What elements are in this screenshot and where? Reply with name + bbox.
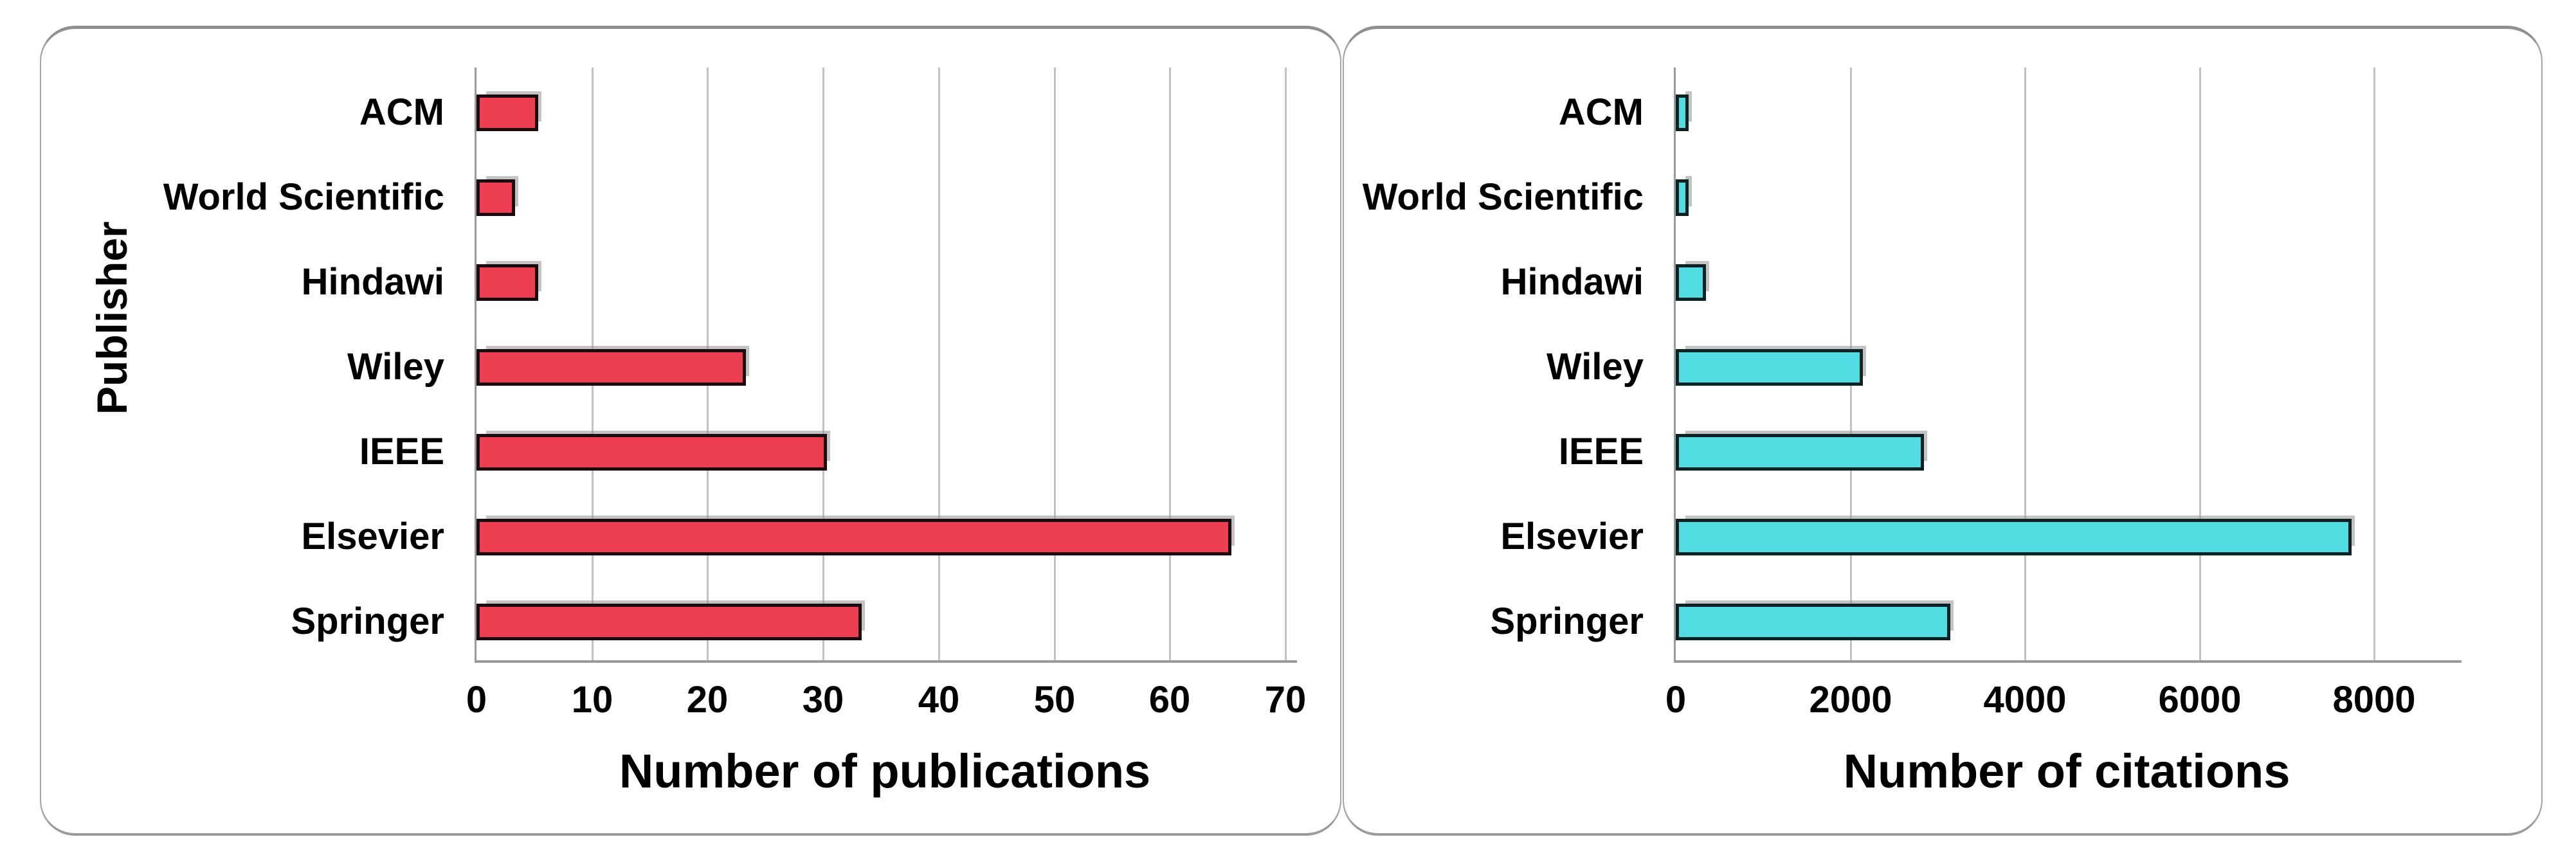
category-label-wiley: Wiley bbox=[347, 346, 444, 388]
category-label-wiley: Wiley bbox=[1547, 346, 1644, 388]
x-axis-title-publications: Number of publications bbox=[619, 744, 1151, 798]
publications-chart-panel: Publisher 0 10 20 30 40 50 60 70 ACM World Scient… bbox=[40, 26, 1341, 836]
category-label-world-scientific: World Scientific bbox=[1362, 176, 1644, 218]
category-label-hindawi: Hindawi bbox=[1500, 261, 1644, 303]
x-tick-label-10: 10 bbox=[571, 679, 613, 721]
bar-springer bbox=[476, 604, 862, 640]
x-tick-label-70: 70 bbox=[1264, 679, 1307, 721]
plot-area-publications: 0 10 20 30 40 50 60 70 ACM World Scientific Hindaw… bbox=[163, 68, 1306, 721]
category-label-hindawi: Hindawi bbox=[301, 261, 444, 303]
bar-acm bbox=[1676, 94, 1689, 131]
x-tick-label-0: 0 bbox=[1665, 679, 1687, 721]
bar-hindawi bbox=[476, 264, 538, 301]
bar-springer bbox=[1676, 604, 1950, 640]
citations-chart-panel: 0 2000 4000 6000 8000 ACM World Scientific Hind… bbox=[1343, 26, 2543, 836]
x-tick-label-6000: 6000 bbox=[2158, 679, 2242, 721]
bar-elsevier bbox=[476, 519, 1231, 555]
category-label-springer: Springer bbox=[291, 600, 445, 642]
bar-wiley bbox=[476, 349, 746, 386]
x-tick-label-20: 20 bbox=[686, 679, 729, 721]
category-label-acm: ACM bbox=[1558, 91, 1644, 133]
x-tick-label-60: 60 bbox=[1148, 679, 1191, 721]
gridline-x-30 bbox=[822, 68, 824, 660]
category-label-ieee: IEEE bbox=[1558, 431, 1644, 473]
category-label-acm: ACM bbox=[359, 91, 444, 133]
gridline-x-70 bbox=[1285, 68, 1287, 660]
bar-wiley bbox=[1676, 349, 1863, 386]
bar-acm bbox=[476, 94, 538, 131]
x-tick-label-30: 30 bbox=[802, 679, 844, 721]
bar-ieee bbox=[1676, 434, 1924, 471]
gridline-x-60 bbox=[1169, 68, 1171, 660]
category-label-elsevier: Elsevier bbox=[1500, 516, 1644, 557]
bar-world-scientific bbox=[1676, 179, 1689, 216]
bar-elsevier bbox=[1676, 519, 2352, 555]
category-label-world-scientific: World Scientific bbox=[163, 176, 444, 218]
gridline-x-40 bbox=[938, 68, 940, 660]
gridline-x-50 bbox=[1054, 68, 1056, 660]
category-label-elsevier: Elsevier bbox=[301, 516, 444, 557]
gridline-x-4000 bbox=[2024, 68, 2026, 660]
category-label-ieee: IEEE bbox=[359, 431, 444, 473]
x-tick-label-2000: 2000 bbox=[1809, 679, 1892, 721]
x-axis-title-citations: Number of citations bbox=[1843, 744, 2290, 798]
bar-ieee bbox=[476, 434, 827, 471]
category-label-springer: Springer bbox=[1490, 600, 1644, 642]
gridline-x-8000 bbox=[2373, 68, 2375, 660]
bar-hindawi bbox=[1676, 264, 1706, 301]
x-tick-label-40: 40 bbox=[918, 679, 960, 721]
x-tick-label-50: 50 bbox=[1033, 679, 1076, 721]
x-tick-label-0: 0 bbox=[466, 679, 487, 721]
bar-world-scientific bbox=[476, 179, 515, 216]
x-tick-label-8000: 8000 bbox=[2332, 679, 2416, 721]
gridline-x-6000 bbox=[2199, 68, 2201, 660]
plot-area-citations: 0 2000 4000 6000 8000 ACM World Scientific Hind… bbox=[1363, 68, 2462, 721]
x-tick-label-4000: 4000 bbox=[1983, 679, 2067, 721]
